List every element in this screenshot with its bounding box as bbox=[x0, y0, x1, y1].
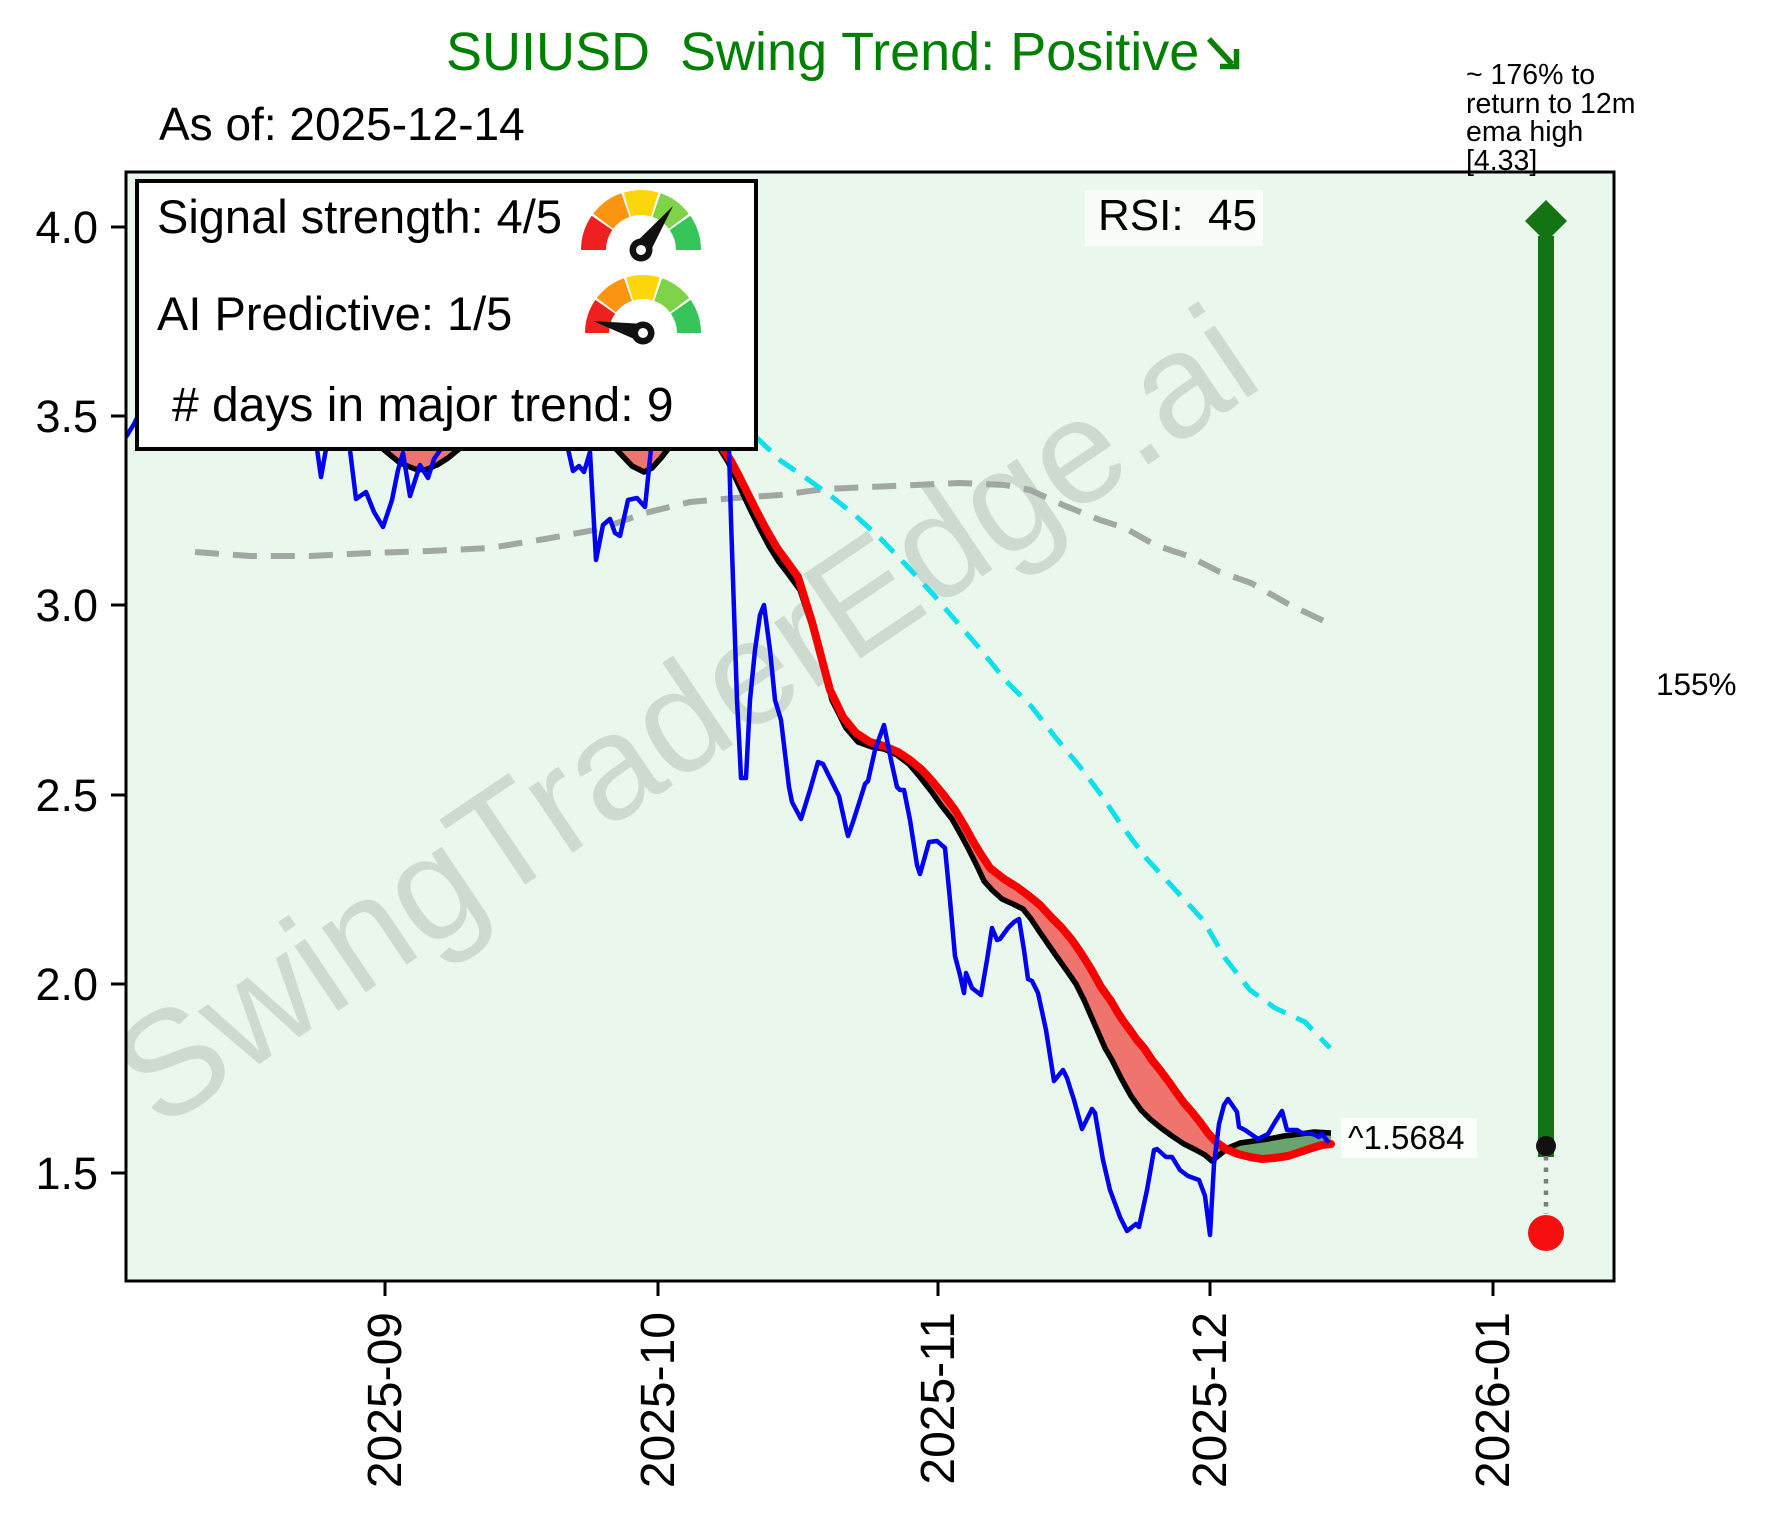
svg-text:# days in major trend: 9: # days in major trend: 9 bbox=[172, 379, 674, 432]
svg-text:2025-10: 2025-10 bbox=[632, 1312, 685, 1488]
svg-text:AI Predictive: 1/5: AI Predictive: 1/5 bbox=[157, 287, 512, 340]
svg-text:RSI: 45: RSI: 45 bbox=[1098, 191, 1257, 240]
svg-text:~ 176% to: ~ 176% to bbox=[1466, 59, 1595, 91]
svg-text:Signal strength: 4/5: Signal strength: 4/5 bbox=[157, 190, 562, 243]
svg-text:2.0: 2.0 bbox=[35, 959, 98, 1010]
svg-text:4.0: 4.0 bbox=[35, 202, 98, 253]
svg-text:155%: 155% bbox=[1656, 666, 1737, 702]
svg-text:SUIUSD Swing Trend: Positive: SUIUSD Swing Trend: Positive bbox=[446, 22, 1199, 82]
svg-text:ema high: ema high bbox=[1466, 116, 1583, 148]
svg-text:return to 12m: return to 12m bbox=[1466, 88, 1636, 120]
svg-text:3.5: 3.5 bbox=[35, 391, 98, 442]
svg-text:As of: 2025-12-14: As of: 2025-12-14 bbox=[159, 98, 525, 150]
svg-text:2025-12: 2025-12 bbox=[1184, 1312, 1237, 1488]
svg-text:2026-01: 2026-01 bbox=[1467, 1312, 1520, 1488]
svg-text:2025-11: 2025-11 bbox=[912, 1312, 965, 1485]
svg-text:^1.5684: ^1.5684 bbox=[1348, 1119, 1464, 1156]
svg-text:3.0: 3.0 bbox=[35, 580, 98, 631]
svg-text:2025-09: 2025-09 bbox=[359, 1312, 412, 1488]
svg-text:1.5: 1.5 bbox=[35, 1148, 98, 1199]
svg-text:[4.33]: [4.33] bbox=[1466, 145, 1537, 177]
svg-text:2.5: 2.5 bbox=[35, 770, 98, 821]
